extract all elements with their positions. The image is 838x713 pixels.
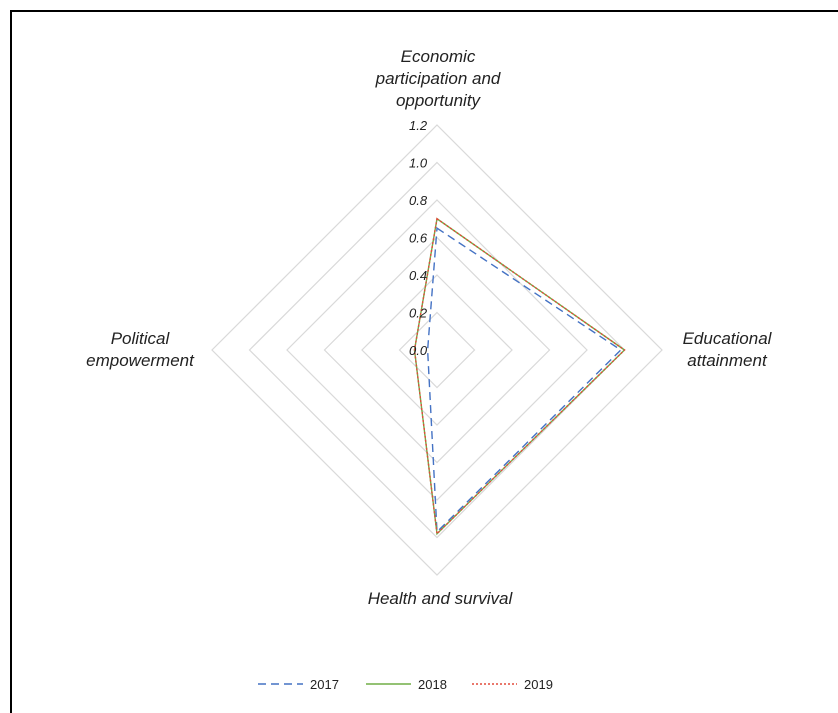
category-label: Economic (401, 47, 476, 66)
category-label: Educational (683, 329, 773, 348)
legend-label-2017: 2017 (310, 677, 339, 692)
frame-left-border (10, 10, 12, 713)
grid-ring-2 (361, 274, 513, 426)
radial-tick-labels: 0.0 0.2 0.4 0.6 0.8 1.0 1.2 (409, 118, 428, 358)
series-line-2019 (413, 217, 626, 536)
radial-tick-label: 1.0 (409, 156, 428, 171)
legend-label-2019: 2019 (524, 677, 553, 692)
radial-tick-label: 1.2 (409, 118, 428, 133)
category-label: Political (111, 329, 171, 348)
series-line-2018 (413, 217, 626, 536)
radial-tick-label: 0.8 (409, 193, 428, 208)
grid-ring-5 (248, 161, 626, 539)
grid-ring-6 (211, 124, 663, 576)
series-line-2017 (426, 226, 622, 534)
category-label: Health and survival (368, 589, 514, 608)
radial-tick-label: 0.0 (409, 343, 428, 358)
grid-ring-4 (286, 199, 588, 501)
radial-tick-label: 0.2 (409, 306, 428, 321)
radial-tick-label: 0.4 (409, 268, 427, 283)
grid-ring-1 (398, 311, 476, 389)
grid-ring-3 (323, 236, 551, 464)
radial-tick-label: 0.6 (409, 231, 428, 246)
category-label: participation and (375, 69, 501, 88)
category-labels: Economic participation and opportunity Educ… (86, 47, 773, 608)
category-label: opportunity (396, 91, 482, 110)
frame-top-border (10, 10, 838, 12)
legend-label-2018: 2018 (418, 677, 447, 692)
legend: 2017 2018 2019 (258, 677, 553, 692)
radar-grid (211, 124, 663, 576)
category-label: empowerment (86, 351, 195, 370)
category-label: attainment (687, 351, 768, 370)
series-layer (413, 217, 626, 536)
